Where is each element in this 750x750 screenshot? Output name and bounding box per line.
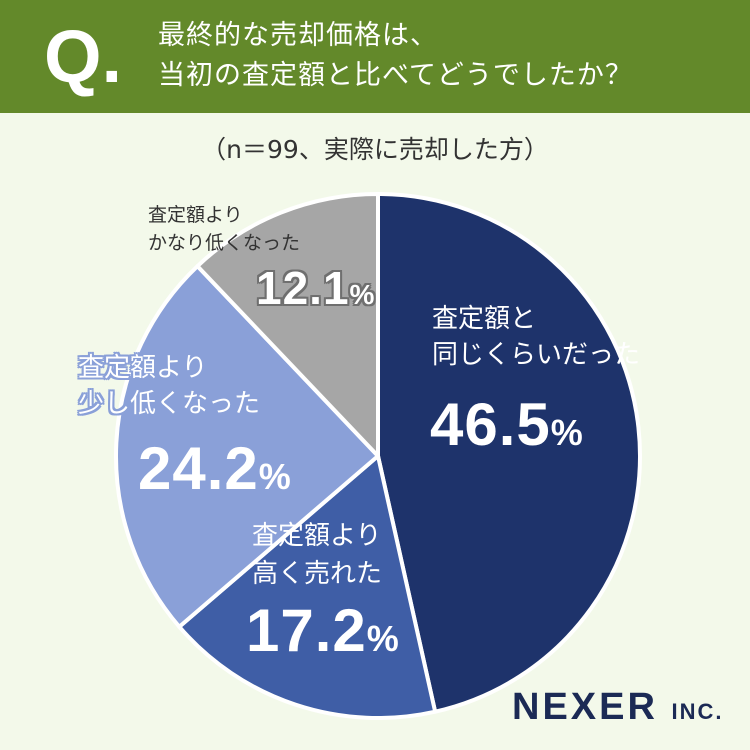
slice-value-slightly-lower-number: 24.2 [138, 435, 259, 502]
slice-label-same-line2: 同じくらいだった [432, 340, 641, 370]
slice-label-higher-line2: 高く売れた [252, 559, 383, 589]
slice-label-higher-line1: 査定額より [252, 521, 382, 551]
slice-label-same-line1: 査定額と [432, 304, 537, 334]
slice-value-slightly-lower: 24.2% [138, 436, 292, 510]
question-mark: Q. [44, 15, 123, 98]
slice-value-higher: 17.2% [246, 598, 400, 672]
pie-slice-much-lower [195, 192, 380, 458]
slice-value-same: 46.5% [430, 392, 584, 466]
sample-size-note: （n＝99、実際に売却した方） [201, 135, 549, 164]
slice-value-same-unit: % [550, 412, 584, 453]
logo-suffix: INC. [671, 699, 724, 724]
slice-value-higher-number: 17.2 [246, 597, 367, 664]
slice-value-higher-unit: % [366, 618, 400, 659]
company-logo: NEXER INC. [512, 686, 723, 729]
slice-value-much-lower-unit: % [349, 279, 376, 310]
slice-value-much-lower-number: 12.1 [256, 262, 350, 314]
question-text-line2: 当初の査定額と比べてどうでしたか？ [158, 60, 633, 91]
question-text-line1: 最終的な売却価格は、 [158, 20, 438, 51]
logo-name: NEXER [512, 686, 658, 728]
pie-slice-higher [177, 454, 438, 720]
slice-value-same-number: 46.5 [430, 391, 551, 458]
pie-slice-slightly-lower [113, 264, 380, 629]
slice-label-much-lower-line2: かなり低くなった [148, 232, 301, 254]
slice-label-slightly-lower-line2: 少し低くなった [78, 389, 261, 419]
slice-value-slightly-lower-unit: % [258, 456, 292, 497]
slice-label-slightly-lower-line1: 査定額より [78, 353, 208, 383]
pie-slice-same [376, 192, 642, 714]
question-header: Q. 最終的な売却価格は、 当初の査定額と比べてどうでしたか？ [0, 0, 750, 113]
slice-label-much-lower-line1: 査定額より [148, 204, 243, 226]
slice-value-much-lower: 12.1% [256, 262, 375, 321]
